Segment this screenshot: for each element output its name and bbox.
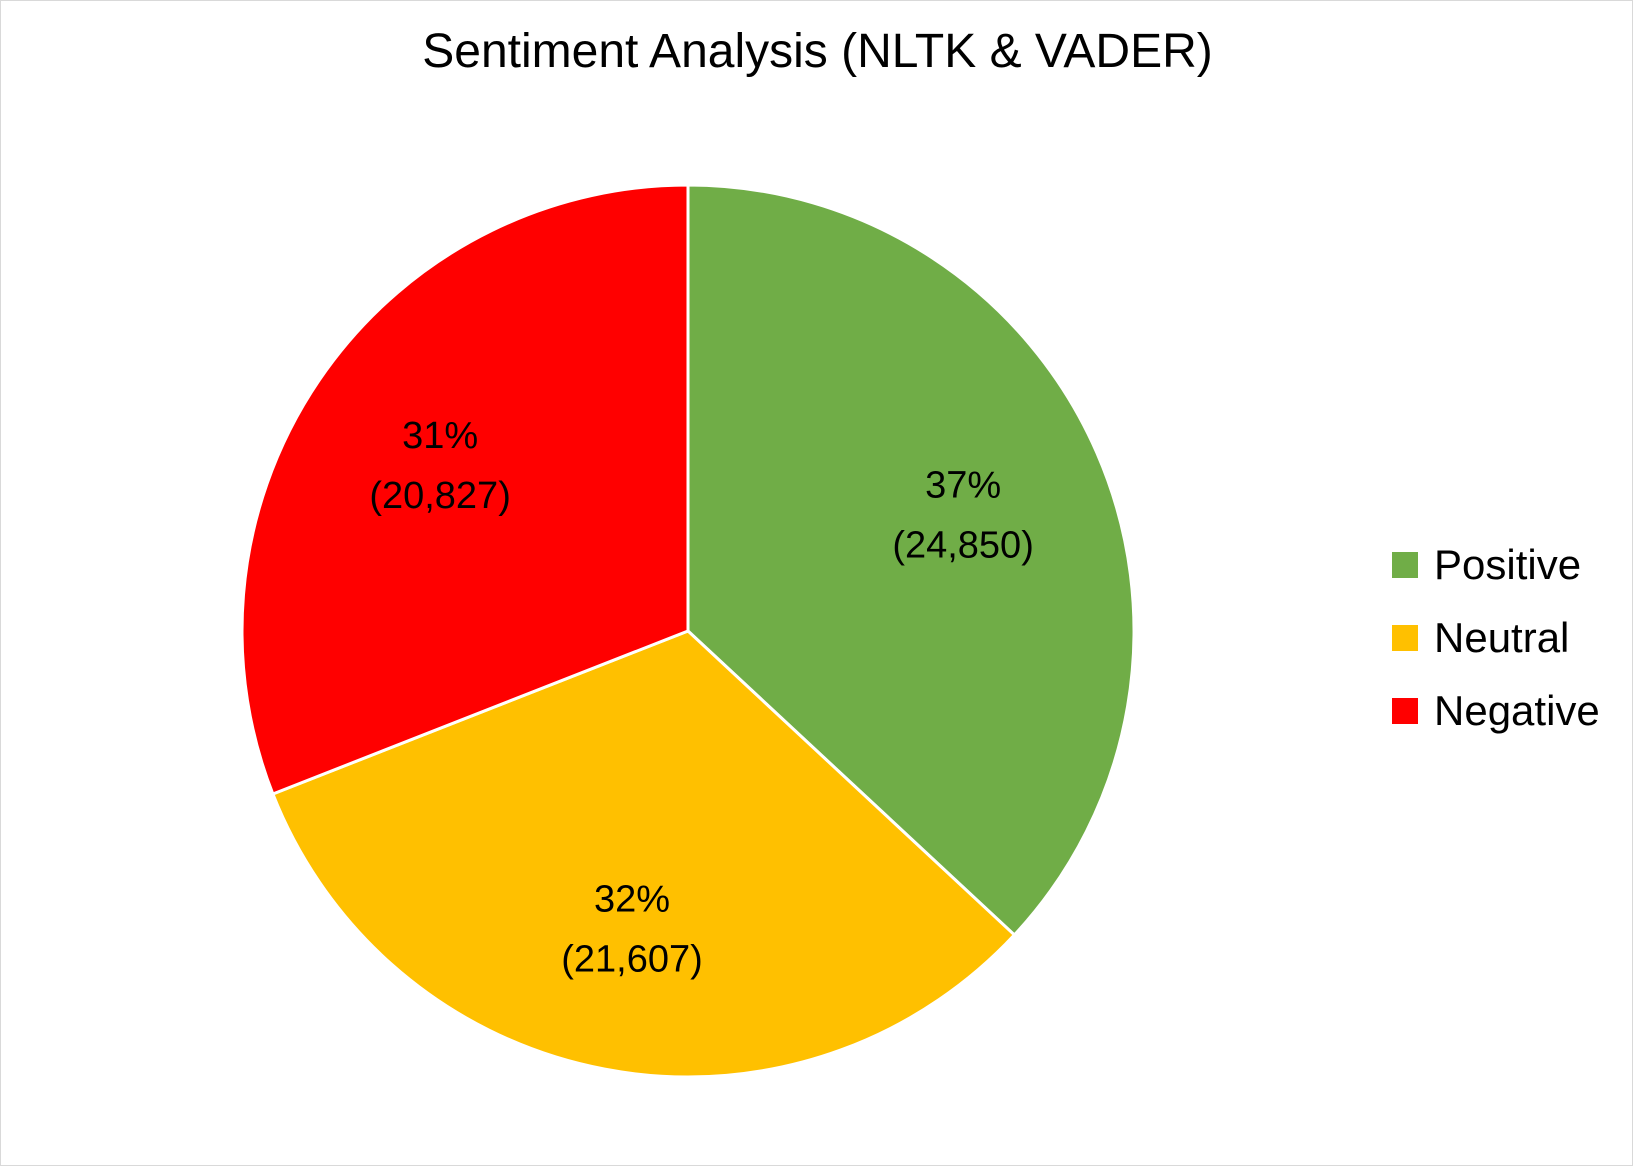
chart-title: Sentiment Analysis (NLTK & VADER) xyxy=(422,25,1213,78)
legend-swatch-neutral xyxy=(1392,624,1418,651)
legend-item-neutral: Neutral xyxy=(1392,601,1600,674)
legend-label-negative: Negative xyxy=(1434,686,1600,734)
pie-slice-negative xyxy=(240,183,690,796)
legend-item-positive: Positive xyxy=(1392,528,1600,601)
data-label-count-positive: (24,850) xyxy=(892,524,1034,566)
data-label-percent-positive: 37% xyxy=(925,464,1001,506)
pie-slice-positive xyxy=(686,183,1136,937)
legend-item-negative: Negative xyxy=(1392,674,1600,747)
legend-label-positive: Positive xyxy=(1434,540,1582,588)
legend-swatch-positive xyxy=(1392,551,1418,578)
legend: Positive Neutral Negative xyxy=(1392,528,1600,747)
data-label-count-negative: (20,827) xyxy=(369,475,511,517)
legend-label-neutral: Neutral xyxy=(1434,613,1570,661)
pie-data-labels: 37% (24,850) 32% (21,607) 31% (20,827) xyxy=(369,415,1034,981)
pie-slices xyxy=(240,183,1136,1079)
legend-swatch-negative xyxy=(1392,697,1418,724)
data-label-percent-neutral: 32% xyxy=(594,879,670,921)
data-label-percent-negative: 31% xyxy=(402,415,478,457)
pie-slice-neutral xyxy=(271,629,1016,1079)
data-label-count-neutral: (21,607) xyxy=(561,939,703,981)
